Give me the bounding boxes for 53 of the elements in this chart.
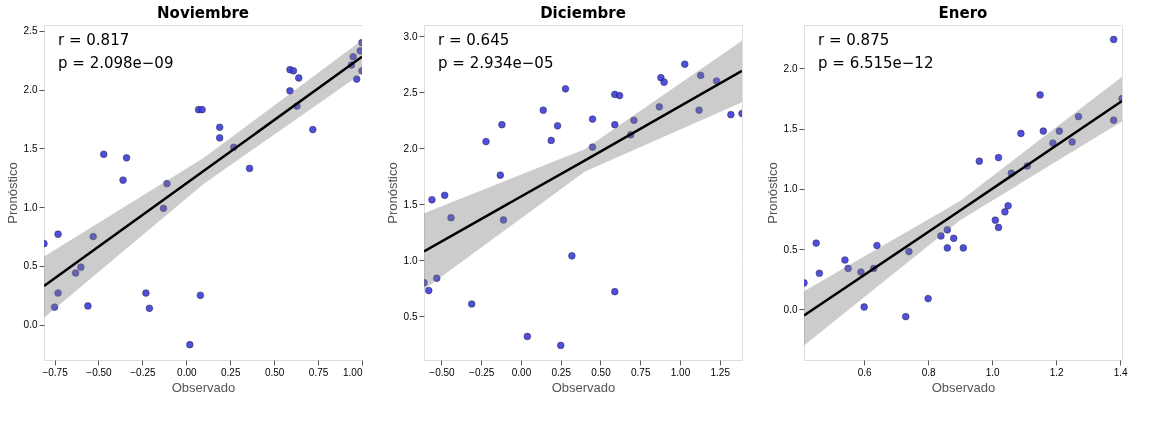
annotation: r = 0.645 [438,31,510,49]
y-tick-label: 0.5 [403,310,418,322]
y-tick-label: 1.5 [783,123,798,135]
annotation: p = 6.515e−12 [818,54,934,72]
x-axis-title: Observado [171,379,236,395]
y-tick-label: 2.5 [403,86,418,98]
y-tick-label: 1.0 [23,201,38,213]
x-tick-label: −0.50 [429,366,456,378]
annotation: p = 2.098e−09 [58,54,174,72]
y-tick-label: 1.0 [403,254,418,266]
y-tick-label: 0.0 [23,319,38,331]
y-tick-label: 3.0 [403,30,418,42]
chart-title: Noviembre [157,4,249,22]
x-tick-label: 1.4 [1113,366,1128,378]
x-tick-label: 1.2 [1049,366,1064,378]
annotation: r = 0.817 [58,31,130,49]
x-tick-label: −0.25 [469,366,495,378]
x-tick-label: 0.50 [264,366,285,378]
x-tick-label: 0.8 [921,366,937,378]
x-tick-label: 0.00 [511,366,532,378]
y-axis-title: Pronóstico [764,162,780,224]
y-tick-label: 2.0 [403,142,418,154]
x-tick-label: 0.50 [591,366,612,378]
y-tick-label: 1.5 [403,198,418,210]
y-tick-label: 1.0 [783,183,798,195]
y-tick-label: 2.5 [23,25,38,37]
x-tick-label: 1.00 [670,366,691,378]
y-tick-label: 2.0 [23,84,38,96]
y-axis-title: Pronóstico [4,162,20,224]
x-tick-label: 0.00 [177,366,197,378]
x-tick-label: −0.75 [42,366,69,378]
x-tick-label: 0.75 [308,366,329,378]
y-axis-title: Pronóstico [384,162,400,224]
x-tick-label: 0.6 [857,366,873,378]
x-tick-label: −0.50 [86,366,113,378]
x-axis-title: Observado [551,379,616,395]
y-tick-label: 0.0 [783,303,798,315]
y-tick-label: 2.0 [783,62,798,74]
x-tick-label: 0.25 [221,366,241,378]
chart-title: Diciembre [540,4,626,22]
y-tick-label: 0.5 [783,243,798,255]
annotation: p = 2.934e−05 [438,54,554,72]
x-tick-label: 1.0 [985,366,1000,378]
x-tick-label: 0.25 [551,366,572,378]
x-tick-label: 1.00 [343,366,363,378]
x-axis-title: Observado [931,379,996,395]
y-tick-label: 0.5 [23,260,38,272]
x-tick-label: −0.25 [130,366,156,378]
x-tick-label: 1.25 [710,366,731,378]
y-tick-label: 1.5 [23,142,38,154]
x-tick-label: 0.75 [631,366,651,378]
chart-title: Enero [938,4,988,22]
annotation: r = 0.875 [818,31,890,49]
